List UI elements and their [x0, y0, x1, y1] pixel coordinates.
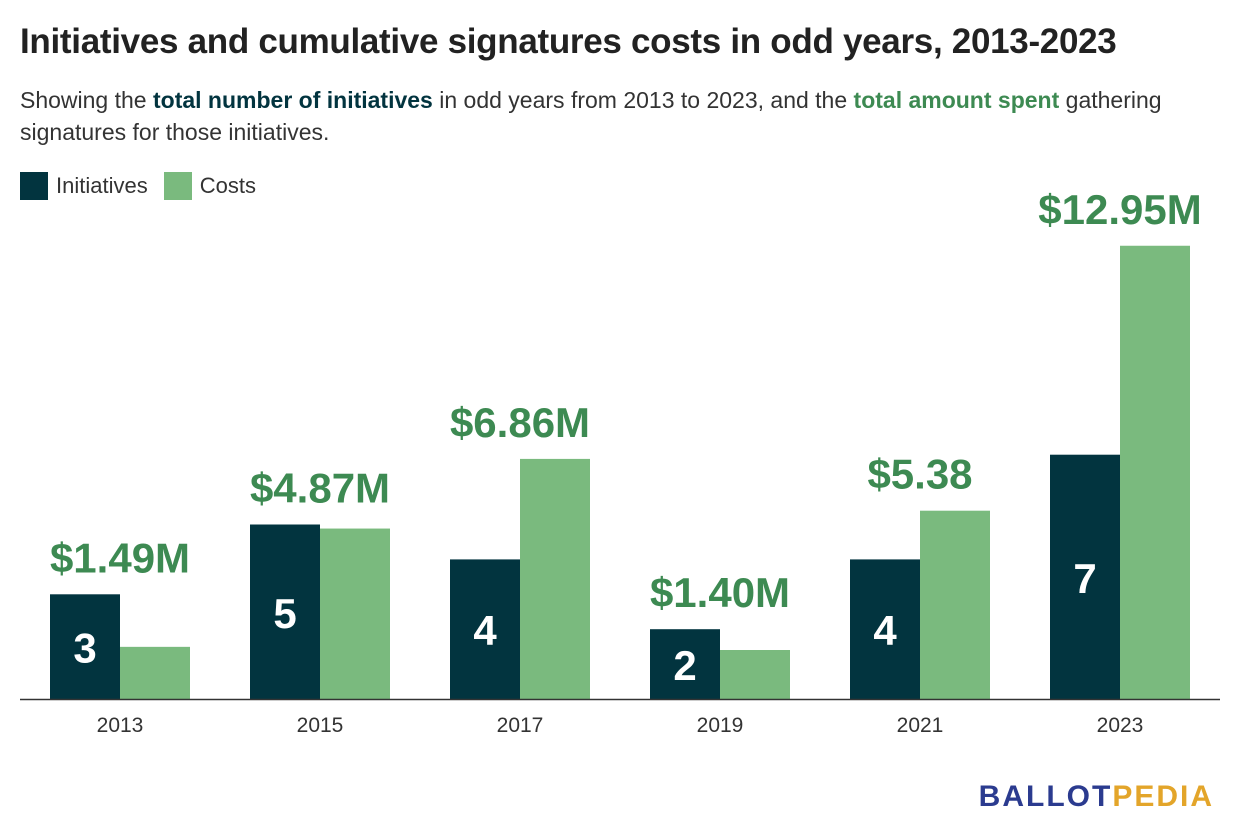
legend-label-costs: Costs: [199, 173, 256, 198]
costs-value-label-2019: $1.40M: [650, 569, 790, 616]
legend-item-costs: Costs: [163, 172, 256, 200]
bar-chart: 3 $1.49M 2013 5 $4.87M 2015 4 $6.86M 2017 2 $1.40M…: [20, 186, 1220, 737]
initiatives-bar-2023: [1050, 454, 1120, 699]
subtitle-highlight-initiatives: total number of initiatives: [152, 87, 433, 113]
costs-bar-2015: [320, 528, 390, 699]
legend-item-initiatives: Initiatives: [20, 172, 148, 200]
x-axis-tick-label-2015: 2015: [297, 714, 344, 737]
subtitle-highlight-costs: total amount spent: [853, 87, 1060, 113]
chart-subtitle: Showing the total number of initiatives …: [20, 84, 1210, 148]
chart-title: Initiatives and cumulative signatures co…: [20, 22, 1117, 61]
initiatives-bar-2015: [250, 524, 320, 699]
costs-value-label-2017: $6.86M: [450, 399, 590, 446]
initiatives-bar-2021: [850, 559, 920, 699]
initiatives-bar-2019: [650, 629, 720, 699]
costs-value-label-2021: $5.38: [867, 451, 972, 498]
costs-value-label-2013: $1.49M: [50, 534, 190, 581]
initiatives-bar-2017: [450, 559, 520, 699]
initiatives-value-label-2013: 3: [73, 625, 96, 672]
x-axis-tick-label-2023: 2023: [1097, 714, 1144, 737]
legend-swatch-initiatives: [20, 172, 48, 200]
initiatives-value-label-2023: 7: [1073, 555, 1096, 602]
ballotpedia-logo: BALLOTPEDIA: [979, 780, 1214, 814]
chart-legend: Initiatives Costs: [20, 172, 272, 200]
logo-text-pedia: PEDIA: [1112, 780, 1214, 813]
costs-bar-2013: [120, 646, 190, 699]
costs-value-label-2023: $12.95M: [1038, 186, 1201, 233]
initiatives-value-label-2019: 2: [673, 642, 696, 689]
costs-bar-2019: [720, 650, 790, 699]
subtitle-text-end: gathering signatures for those initiativ…: [20, 87, 1162, 145]
initiatives-value-label-2017: 4: [473, 607, 497, 654]
costs-bar-2021: [920, 510, 990, 699]
legend-label-initiatives: Initiatives: [56, 173, 148, 198]
logo-text-ballot: BALLOT: [978, 780, 1113, 813]
costs-bar-2023: [1120, 245, 1190, 699]
x-axis-tick-label-2021: 2021: [897, 714, 944, 737]
costs-bar-2017: [520, 458, 590, 699]
costs-value-label-2015: $4.87M: [250, 465, 390, 512]
subtitle-text-start: Showing the: [20, 87, 153, 113]
x-axis-tick-label-2013: 2013: [97, 714, 144, 737]
x-axis-tick-label-2017: 2017: [497, 714, 544, 737]
x-axis-tick-label-2019: 2019: [697, 714, 744, 737]
initiatives-bar-2013: [50, 594, 120, 699]
initiatives-value-label-2021: 4: [873, 607, 897, 654]
legend-swatch-costs: [163, 172, 192, 200]
subtitle-text-middle: in odd years from 2013 to 2023, and the: [432, 87, 854, 113]
initiatives-value-label-2015: 5: [273, 590, 296, 637]
